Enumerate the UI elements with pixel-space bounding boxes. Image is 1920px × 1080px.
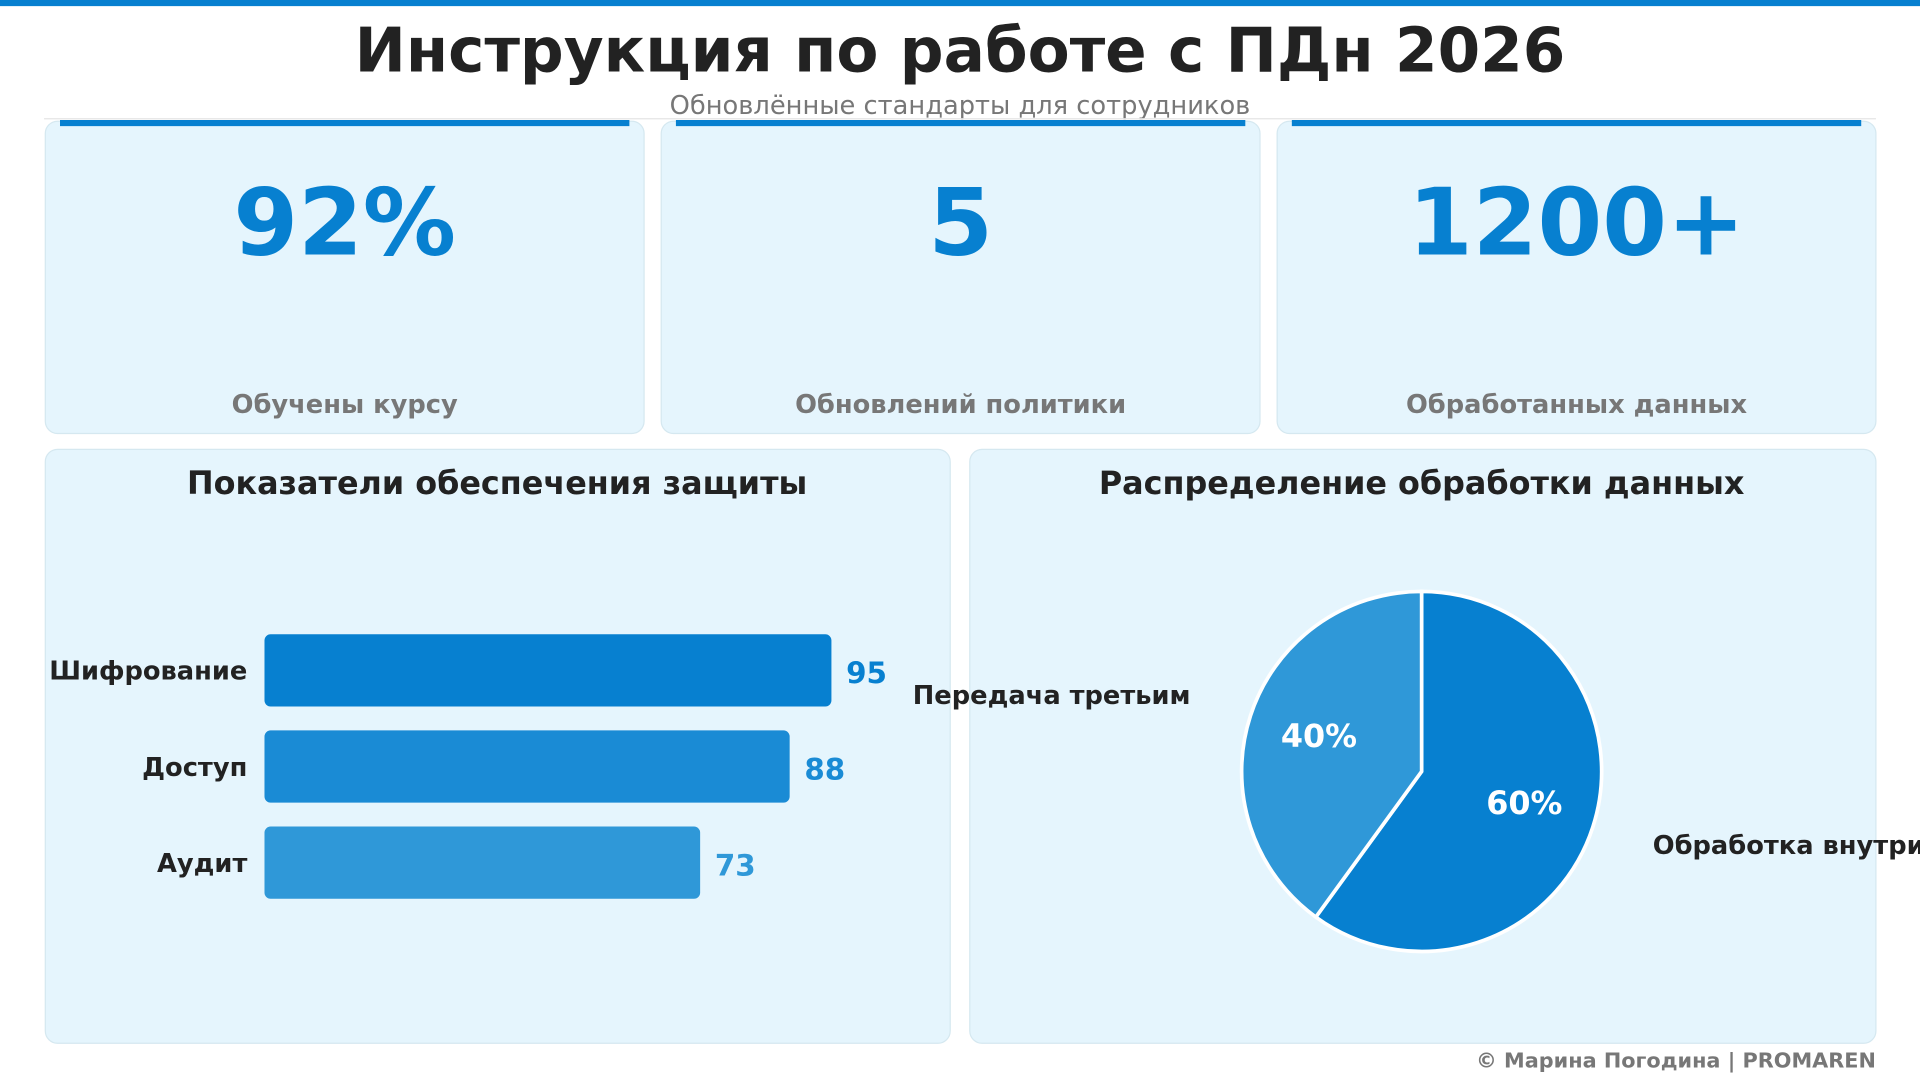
kpi-value: 92%	[233, 168, 456, 276]
top-bar	[0, 0, 1920, 7]
title: Инструкция по работе с ПДн 2026	[355, 16, 1566, 87]
slice-label: Обработка внутри	[1653, 831, 1920, 861]
value-label: 73	[715, 848, 756, 882]
slice-label: Передача третьим	[913, 681, 1191, 711]
kpi-value: 5	[928, 168, 993, 276]
bar	[264, 634, 832, 707]
bar	[264, 826, 701, 899]
value-label: 95	[846, 656, 887, 690]
chart-title: Распределение обработки данных	[1099, 464, 1745, 502]
pie-slice	[1239, 589, 1424, 920]
footer: © Марина Погодина | PROMAREN	[1476, 1049, 1876, 1074]
y-tick-label: Шифрование	[49, 657, 247, 687]
kpi-accent	[1291, 120, 1862, 127]
kpi-accent	[60, 120, 630, 127]
y-tick-label: Доступ	[142, 753, 247, 783]
kpi-label: Обучены курсу	[232, 390, 458, 420]
subtitle: Обновлённые стандарты для сотрудников	[670, 91, 1251, 121]
chart-title: Показатели обеспечения защиты	[187, 464, 807, 502]
kpi-label: Обновлений политики	[795, 390, 1126, 420]
kpi-accent	[675, 120, 1246, 127]
kpi-value: 1200+	[1408, 168, 1745, 276]
bar	[264, 730, 790, 803]
value-label: 88	[804, 752, 845, 786]
y-tick-label: Аудит	[157, 849, 247, 879]
slice-value-label: 60%	[1486, 784, 1562, 822]
kpi-label: Обработанных данных	[1406, 390, 1748, 420]
slice-value-label: 40%	[1281, 717, 1357, 755]
pie-slice	[1313, 589, 1604, 954]
